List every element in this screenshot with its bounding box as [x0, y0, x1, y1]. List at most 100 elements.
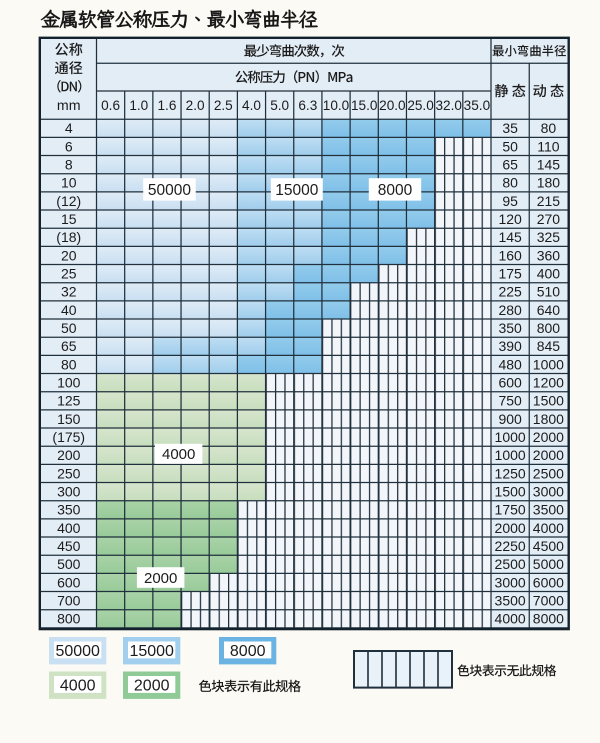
svg-text:4: 4	[65, 120, 73, 136]
svg-text:35.0: 35.0	[464, 98, 491, 113]
svg-text:50: 50	[502, 138, 518, 154]
svg-text:3500: 3500	[495, 593, 526, 609]
svg-text:270: 270	[537, 211, 561, 227]
svg-text:1000: 1000	[495, 447, 526, 463]
svg-text:15.0: 15.0	[351, 98, 378, 113]
svg-text:8000: 8000	[230, 643, 266, 660]
svg-text:1800: 1800	[533, 411, 564, 427]
svg-text:215: 215	[537, 193, 561, 209]
svg-text:2000: 2000	[144, 570, 177, 587]
svg-text:80: 80	[541, 120, 557, 136]
svg-text:15: 15	[61, 211, 77, 227]
svg-text:145: 145	[498, 229, 522, 245]
svg-text:600: 600	[57, 574, 81, 590]
svg-text:8: 8	[65, 157, 73, 173]
svg-text:350: 350	[57, 502, 81, 518]
svg-text:390: 390	[498, 338, 522, 354]
svg-text:2000: 2000	[533, 429, 564, 445]
svg-text:500: 500	[57, 556, 81, 572]
svg-text:7000: 7000	[533, 593, 564, 609]
svg-text:3500: 3500	[533, 502, 564, 518]
svg-text:6: 6	[65, 138, 73, 154]
svg-text:15000: 15000	[275, 182, 318, 199]
svg-text:160: 160	[498, 247, 522, 263]
svg-text:325: 325	[537, 229, 561, 245]
svg-text:480: 480	[498, 356, 522, 372]
svg-text:50: 50	[61, 320, 77, 336]
svg-text:4500: 4500	[533, 538, 564, 554]
svg-text:50000: 50000	[55, 643, 100, 660]
svg-text:(175): (175)	[52, 429, 85, 445]
svg-text:4000: 4000	[533, 520, 564, 536]
svg-text:4000: 4000	[60, 677, 96, 694]
svg-text:640: 640	[537, 302, 561, 318]
svg-text:120: 120	[498, 211, 522, 227]
svg-text:(12): (12)	[56, 193, 81, 209]
svg-text:100: 100	[57, 375, 81, 391]
svg-text:35: 35	[502, 120, 518, 136]
svg-text:180: 180	[537, 175, 561, 191]
svg-text:25.0: 25.0	[407, 98, 434, 113]
svg-text:5000: 5000	[533, 556, 564, 572]
svg-text:2250: 2250	[495, 538, 526, 554]
svg-text:15000: 15000	[129, 643, 174, 660]
svg-text:145: 145	[537, 157, 561, 173]
svg-text:10.0: 10.0	[323, 98, 350, 113]
svg-text:400: 400	[537, 266, 561, 282]
svg-text:700: 700	[57, 593, 81, 609]
svg-text:1500: 1500	[495, 484, 526, 500]
svg-text:750: 750	[498, 393, 522, 409]
svg-text:1000: 1000	[533, 356, 564, 372]
svg-text:400: 400	[57, 520, 81, 536]
svg-text:510: 510	[537, 284, 561, 300]
svg-text:845: 845	[537, 338, 561, 354]
svg-text:2500: 2500	[495, 556, 526, 572]
svg-text:280: 280	[498, 302, 522, 318]
svg-text:4000: 4000	[162, 446, 195, 463]
svg-text:110: 110	[537, 138, 560, 154]
svg-text:8000: 8000	[533, 611, 564, 627]
svg-text:10: 10	[61, 175, 77, 191]
svg-text:1.6: 1.6	[157, 98, 176, 113]
svg-text:65: 65	[61, 338, 77, 354]
svg-text:300: 300	[57, 484, 81, 500]
svg-text:800: 800	[537, 320, 561, 336]
svg-text:5.0: 5.0	[270, 98, 289, 113]
svg-text:6.3: 6.3	[298, 98, 317, 113]
svg-text:(18): (18)	[56, 229, 81, 245]
svg-text:50000: 50000	[148, 182, 191, 199]
svg-text:900: 900	[498, 411, 522, 427]
svg-text:600: 600	[498, 375, 522, 391]
svg-text:2.5: 2.5	[214, 98, 233, 113]
svg-text:6000: 6000	[533, 574, 564, 590]
svg-text:450: 450	[57, 538, 81, 554]
svg-text:225: 225	[498, 284, 522, 300]
svg-text:32: 32	[61, 284, 77, 300]
svg-text:3000: 3000	[533, 484, 564, 500]
svg-text:250: 250	[57, 465, 81, 481]
svg-text:2.0: 2.0	[186, 98, 205, 113]
svg-text:1000: 1000	[495, 429, 526, 445]
svg-text:20: 20	[61, 247, 77, 263]
svg-text:20.0: 20.0	[379, 98, 406, 113]
svg-text:200: 200	[57, 447, 81, 463]
svg-text:1500: 1500	[533, 393, 564, 409]
svg-text:2000: 2000	[134, 677, 170, 694]
svg-text:4.0: 4.0	[242, 98, 261, 113]
svg-text:8000: 8000	[378, 182, 413, 199]
svg-text:150: 150	[57, 411, 81, 427]
svg-text:4000: 4000	[495, 611, 526, 627]
svg-text:175: 175	[498, 266, 522, 282]
svg-text:350: 350	[498, 320, 522, 336]
svg-text:95: 95	[502, 193, 518, 209]
svg-text:1200: 1200	[533, 375, 564, 391]
svg-text:1.0: 1.0	[129, 98, 148, 113]
svg-text:2500: 2500	[533, 465, 564, 481]
svg-text:3000: 3000	[495, 574, 526, 590]
svg-text:2000: 2000	[533, 447, 564, 463]
svg-text:0.6: 0.6	[101, 98, 120, 113]
svg-text:65: 65	[502, 157, 518, 173]
svg-text:80: 80	[502, 175, 518, 191]
svg-text:800: 800	[57, 611, 81, 627]
svg-text:mm: mm	[57, 98, 81, 114]
